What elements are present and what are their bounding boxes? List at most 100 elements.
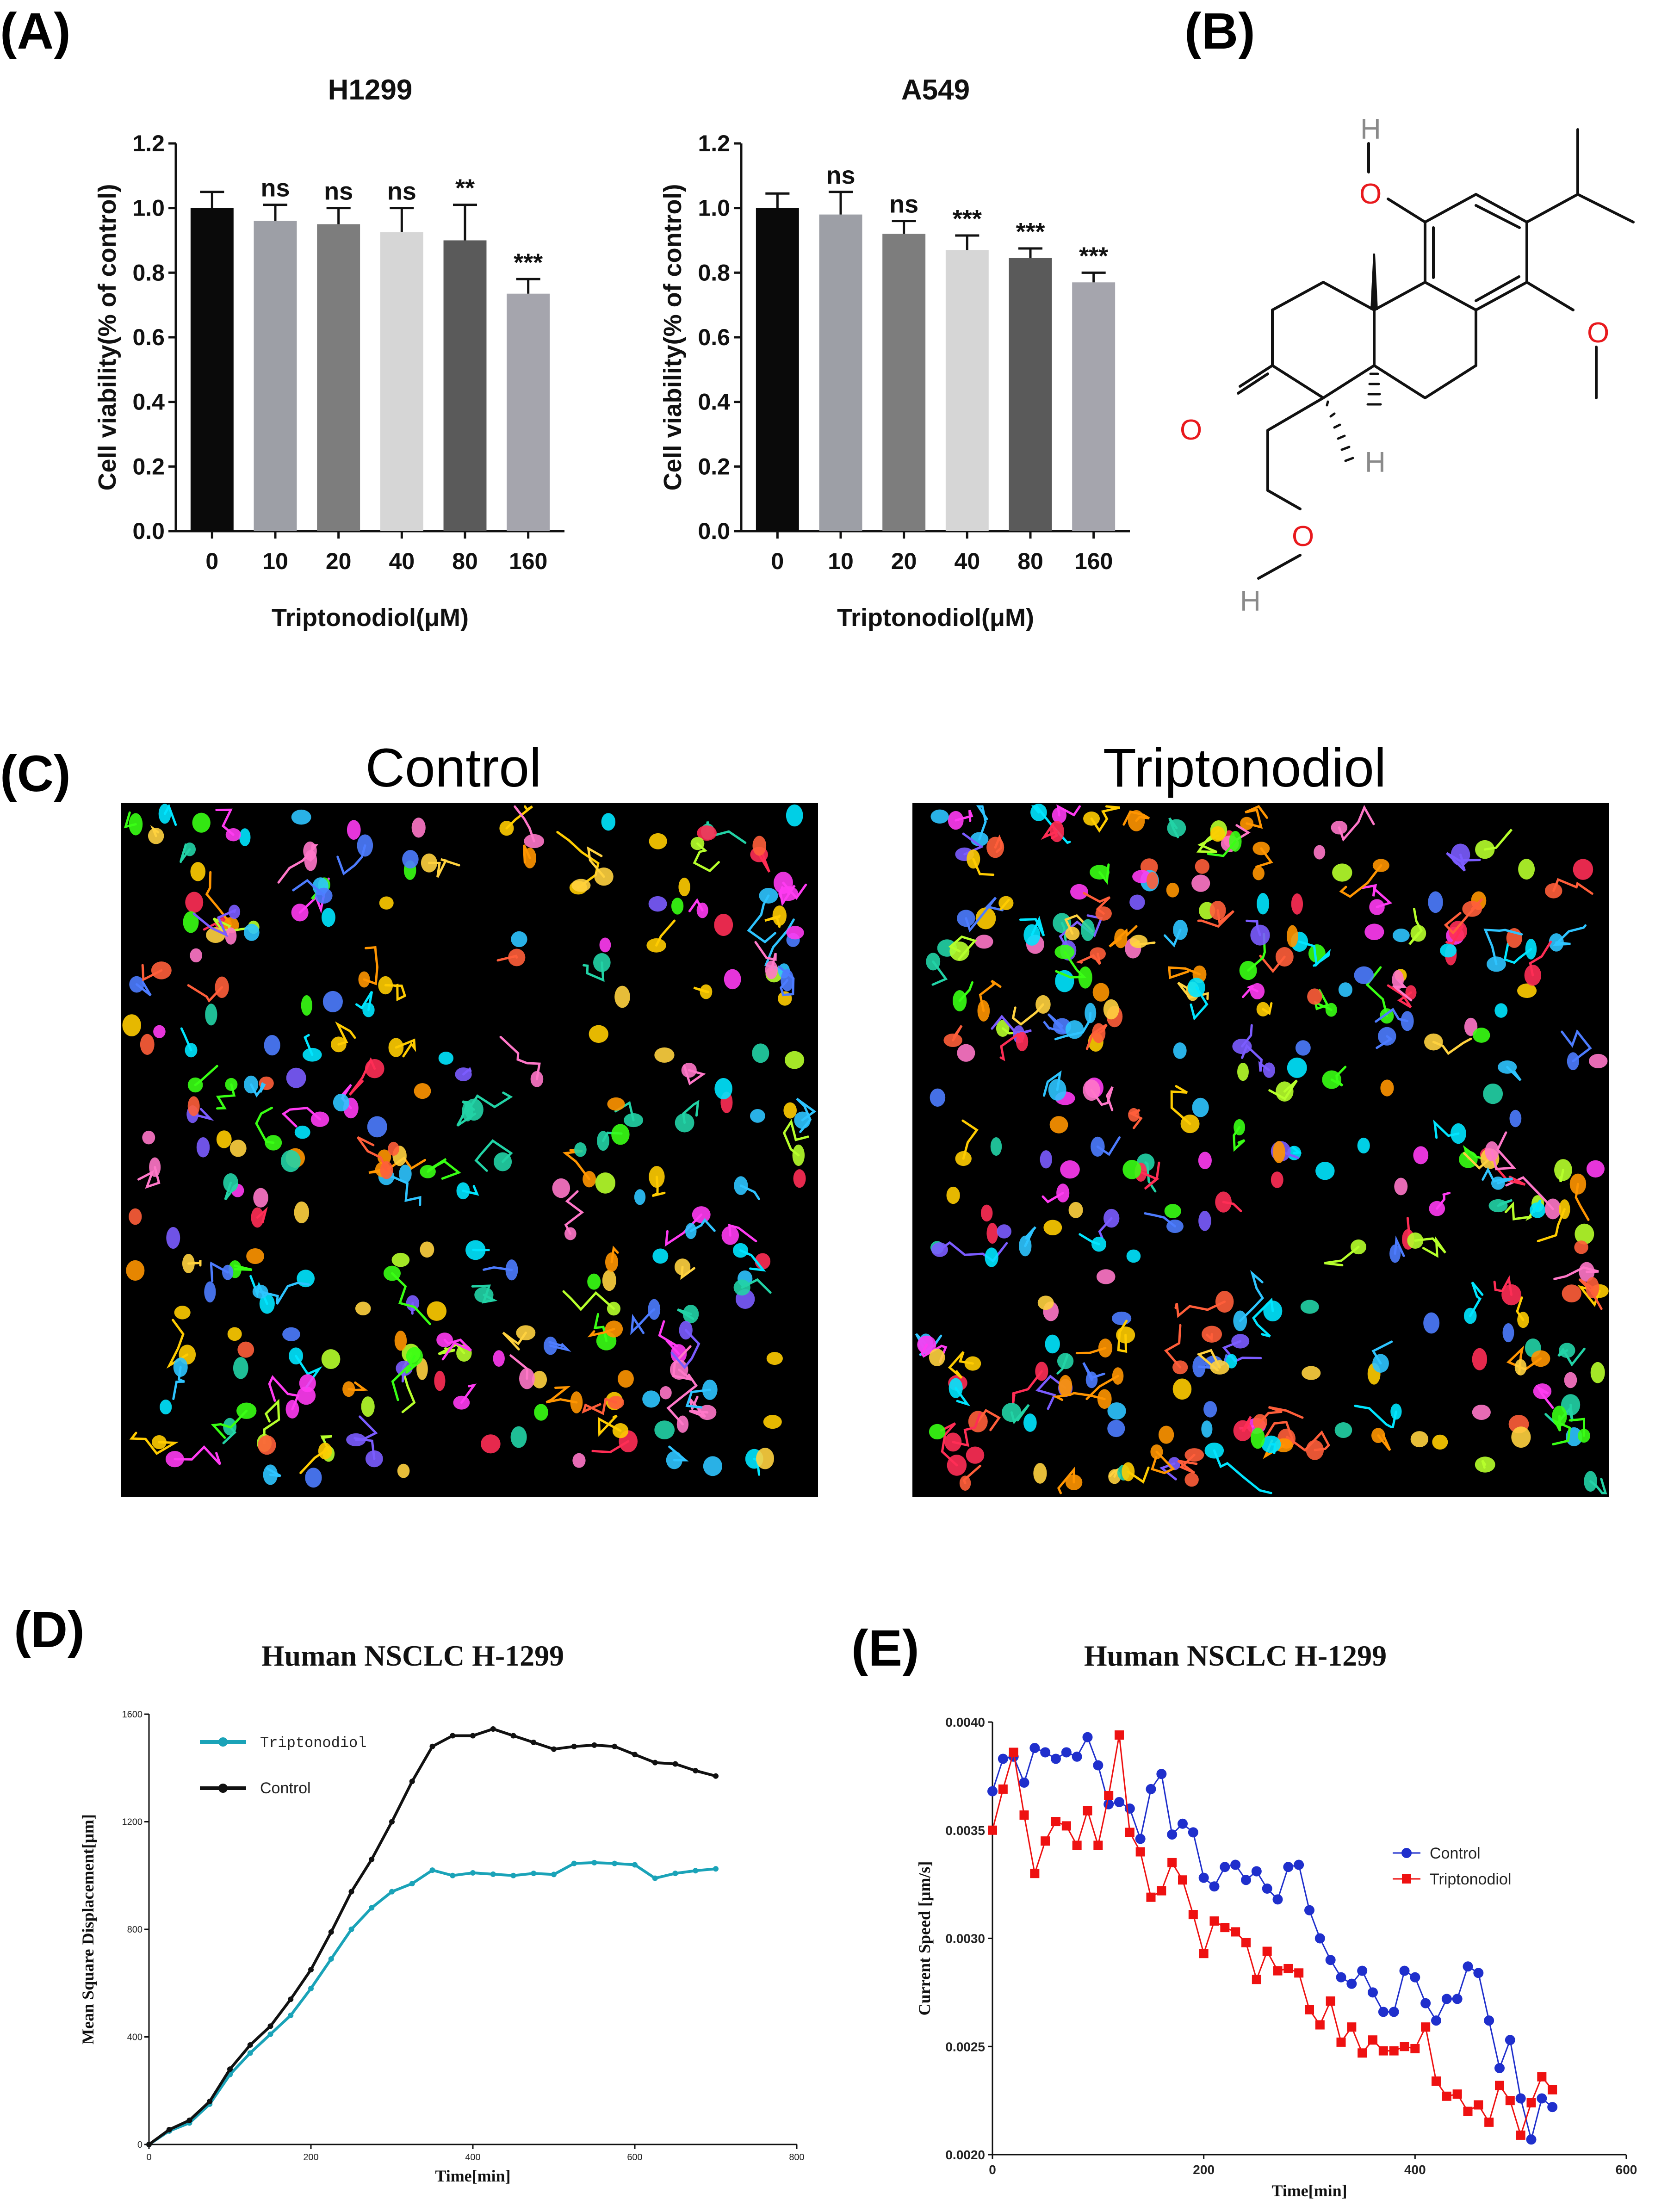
cell-track (499, 1035, 541, 1080)
cell (1192, 1097, 1209, 1117)
data-point (1061, 1821, 1071, 1831)
legend-label: Control (1430, 1845, 1481, 1862)
cell-track (1055, 951, 1087, 979)
cell (763, 1415, 782, 1429)
cell (714, 914, 733, 936)
cell-track (174, 1445, 222, 1465)
data-point (1484, 2015, 1494, 2026)
significance-label: *** (1016, 218, 1045, 246)
cell (1203, 1401, 1217, 1418)
cell-track (471, 1284, 498, 1304)
cell (946, 1186, 960, 1204)
y-tick-label: 0.0030 (945, 1932, 985, 1946)
cell-track (1252, 1297, 1274, 1338)
cell (634, 1189, 646, 1205)
cell (1364, 923, 1384, 940)
data-point (571, 1860, 577, 1866)
cell-track (1553, 1266, 1599, 1280)
data-point (1463, 2107, 1473, 2116)
bar-chart-h1299: H1299 0.0 0.2 0.4 0.6 0.8 1.0 1.2 0 10 ns 20 ns 40 ns 8… (93, 74, 564, 632)
cell (321, 1349, 341, 1369)
cell-track (958, 981, 973, 1002)
cell-track (682, 1100, 700, 1124)
cell-track (1140, 1161, 1160, 1190)
x-tick-label: 160 (509, 548, 547, 574)
y-tick-label: 1.2 (698, 130, 730, 156)
cell-track (496, 954, 518, 962)
y-tick-label: 0.6 (698, 324, 730, 350)
cell-track (1504, 1202, 1539, 1221)
data-point (571, 1743, 577, 1749)
cell-track (263, 1399, 280, 1444)
data-point (1484, 2117, 1494, 2127)
cell (227, 1327, 242, 1341)
data-point (1326, 1996, 1335, 2006)
cell-track (411, 1302, 414, 1315)
cell (388, 1141, 399, 1156)
cell-track (259, 1282, 310, 1305)
cell (1201, 1420, 1213, 1438)
cell (190, 948, 203, 963)
cell-track (474, 1139, 513, 1172)
cell-track (668, 1445, 689, 1462)
chart-title: Human NSCLC H-1299 (261, 1639, 564, 1672)
chart-title: Human NSCLC H-1299 (1084, 1639, 1387, 1672)
cell (652, 1248, 669, 1264)
cell (1574, 1240, 1588, 1254)
data-point (1474, 2100, 1483, 2110)
cell (1158, 1425, 1174, 1444)
cell-track (1233, 1126, 1246, 1152)
data-point (510, 1733, 516, 1739)
data-point (1051, 1754, 1061, 1764)
bar (443, 240, 487, 531)
x-tick-label: 0 (989, 2163, 996, 2177)
y-tick-label: 0.2 (132, 453, 165, 479)
cell-track (952, 1412, 981, 1447)
data-point (713, 1773, 719, 1779)
cell-track (962, 1464, 981, 1485)
cell-track (940, 1422, 958, 1467)
cell-track (277, 844, 318, 884)
cell (294, 1125, 310, 1139)
data-point (247, 2042, 253, 2048)
ring-b-bond (1373, 281, 1426, 311)
cell (1172, 1378, 1192, 1400)
data-point (1231, 1927, 1240, 1937)
data-point (1378, 2046, 1388, 2056)
chart-title: H1299 (328, 74, 413, 106)
cell-track (1035, 1375, 1067, 1410)
data-point (429, 1743, 435, 1749)
bar (317, 224, 360, 531)
cell (1511, 1426, 1531, 1448)
ring-a-bond (1271, 281, 1325, 311)
cell-track (124, 811, 137, 829)
cell-track (1552, 878, 1593, 895)
cell (1033, 1462, 1047, 1484)
data-point (693, 1868, 699, 1874)
cell (1410, 1431, 1429, 1448)
data-point (1146, 1784, 1156, 1794)
cell (355, 1301, 371, 1316)
cell-track (948, 1351, 974, 1379)
cell (1173, 1042, 1187, 1059)
cell (239, 828, 251, 846)
y-tick-label: 0.8 (132, 260, 165, 285)
cell (1354, 966, 1374, 984)
cell-track (135, 981, 152, 997)
cell-track (1529, 941, 1552, 977)
data-point (308, 1967, 314, 1973)
cell-track (1516, 1296, 1525, 1321)
data-point (1135, 1834, 1146, 1844)
cell-track (593, 1313, 608, 1342)
cell-track (1354, 1405, 1397, 1428)
data-point (207, 2099, 213, 2104)
x-tick-label: 10 (828, 548, 854, 574)
cell (975, 935, 993, 949)
cell (1040, 1150, 1052, 1169)
y-tick-label: 1.2 (132, 130, 165, 156)
cell-track (1255, 847, 1273, 868)
cell (192, 812, 211, 833)
cell-track (216, 1083, 236, 1110)
data-point (551, 1746, 557, 1752)
cell-track (348, 1057, 376, 1096)
